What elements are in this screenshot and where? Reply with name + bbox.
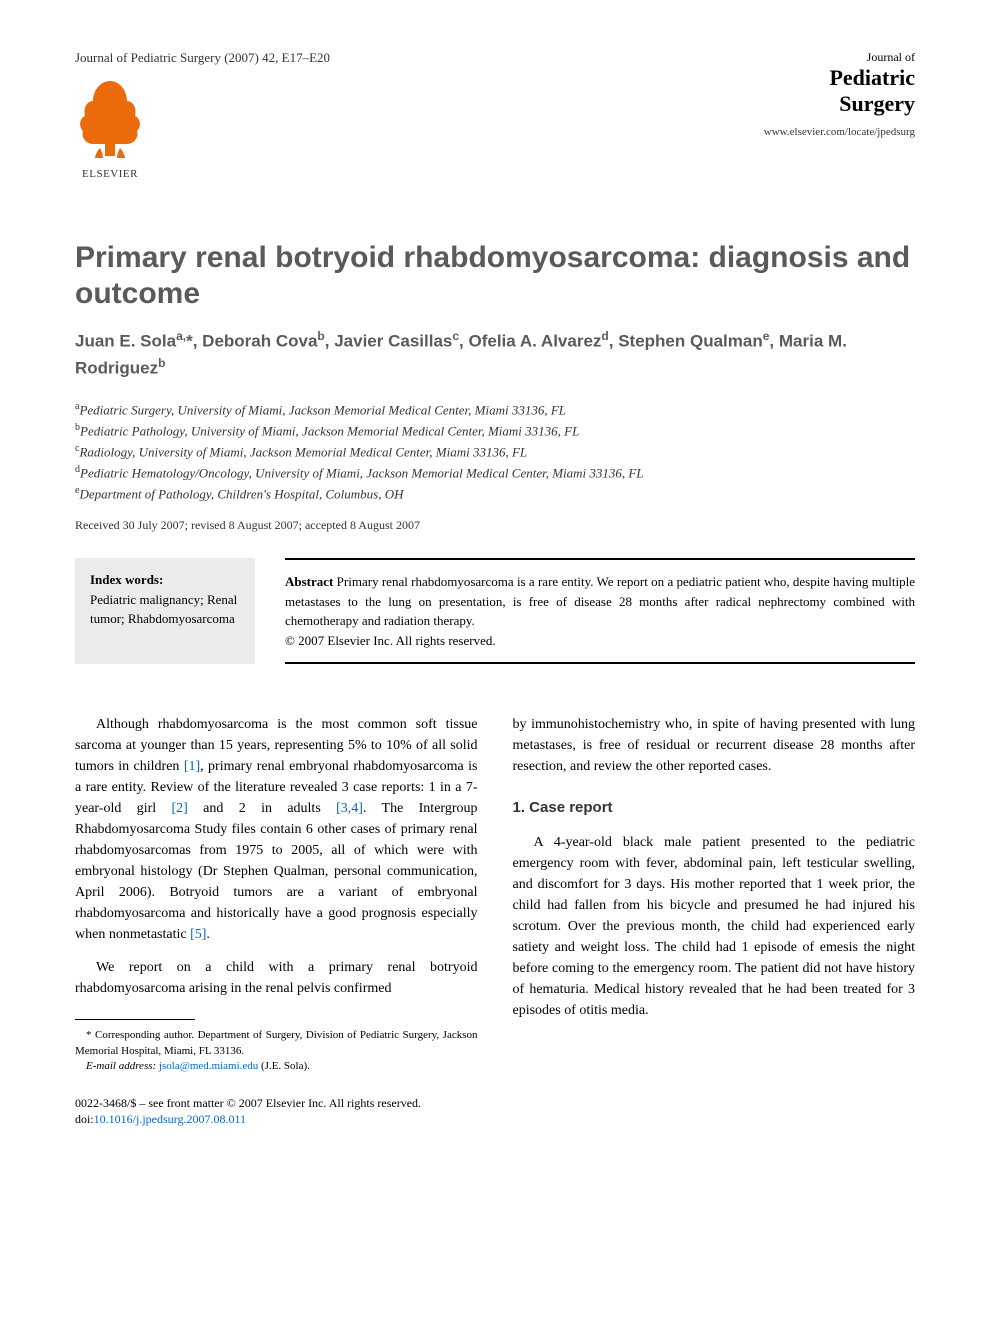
journal-branding: Journal of Pediatric Surgery www.elsevie… [764,50,915,138]
column-right: by immunohistochemistry who, in spite of… [513,714,916,1128]
abstract-text: Primary renal rhabdomyosarcoma is a rare… [285,574,915,628]
affiliation-item: eDepartment of Pathology, Children's Hos… [75,483,915,504]
publisher-name: ELSEVIER [75,168,145,180]
ref-link-2[interactable]: [2] [172,801,188,816]
authors-list: Juan E. Solaa,*, Deborah Covab, Javier C… [75,327,915,381]
body-columns: Although rhabdomyosarcoma is the most co… [75,714,915,1128]
abstract-heading: Abstract [285,574,333,589]
abstract-box: Abstract Primary renal rhabdomyosarcoma … [285,558,915,664]
affiliation-item: dPediatric Hematology/Oncology, Universi… [75,462,915,483]
keywords-items: Pediatric malignancy; Renal tumor; Rhabd… [90,592,237,627]
section-1-heading: 1. Case report [513,797,916,820]
ref-link-3-4[interactable]: [3,4] [336,801,363,816]
footer-meta: 0022-3468/$ – see front matter © 2007 El… [75,1095,478,1129]
affiliations-list: aPediatric Surgery, University of Miami,… [75,399,915,503]
citation: Journal of Pediatric Surgery (2007) 42, … [75,50,330,66]
publisher-logo-block: ELSEVIER [75,76,330,180]
page-header: Journal of Pediatric Surgery (2007) 42, … [75,50,915,180]
abstract-copyright: © 2007 Elsevier Inc. All rights reserved… [285,633,496,648]
journal-name-prefix: Journal of [764,50,915,65]
intro-paragraph-1: Although rhabdomyosarcoma is the most co… [75,714,478,945]
article-title: Primary renal botryoid rhabdomyosarcoma:… [75,240,915,312]
email-footnote: E-mail address: jsola@med.miami.edu (J.E… [75,1059,478,1074]
keywords-box: Index words: Pediatric malignancy; Renal… [75,558,255,664]
journal-name-line1: Pediatric [764,65,915,91]
case-report-paragraph-1: A 4-year-old black male patient presente… [513,832,916,1021]
intro-paragraph-2-continued: by immunohistochemistry who, in spite of… [513,714,916,777]
article-dates: Received 30 July 2007; revised 8 August … [75,518,915,533]
corresponding-author-footnote: * Corresponding author. Department of Su… [75,1028,478,1059]
journal-url: www.elsevier.com/locate/jpedsurg [764,126,915,138]
column-left: Although rhabdomyosarcoma is the most co… [75,714,478,1128]
doi-link[interactable]: 10.1016/j.jpedsurg.2007.08.011 [94,1112,246,1126]
intro-paragraph-2: We report on a child with a primary rena… [75,957,478,999]
affiliation-item: aPediatric Surgery, University of Miami,… [75,399,915,420]
affiliation-item: cRadiology, University of Miami, Jackson… [75,441,915,462]
ref-link-1[interactable]: [1] [184,759,200,774]
footnote-separator [75,1019,195,1020]
keywords-heading: Index words: [90,572,163,587]
issn-copyright: 0022-3468/$ – see front matter © 2007 El… [75,1095,478,1112]
author-email-link[interactable]: jsola@med.miami.edu [159,1060,258,1072]
journal-name-line2: Surgery [764,91,915,117]
ref-link-5[interactable]: [5] [190,927,206,942]
affiliation-item: bPediatric Pathology, University of Miam… [75,420,915,441]
elsevier-tree-icon [75,76,145,161]
